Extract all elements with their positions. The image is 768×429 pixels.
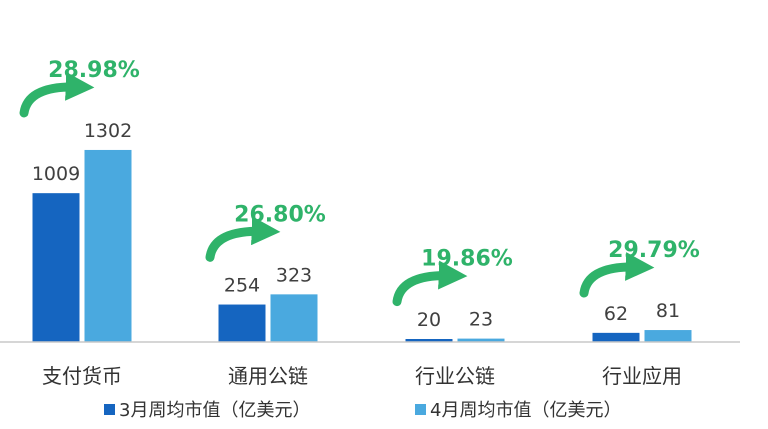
bar-march-2: [405, 339, 453, 342]
growth-percent-label: 19.86%: [421, 247, 513, 272]
bar-value-label: 81: [656, 300, 680, 322]
category-label: 行业公链: [415, 364, 495, 388]
bar-value-label: 1302: [84, 120, 132, 142]
growth-percent-label: 29.79%: [608, 238, 700, 263]
growth-percent-label: 28.98%: [48, 58, 140, 83]
bar-march-3: [592, 332, 640, 342]
growth-arrow-icon: [392, 260, 468, 307]
bar-value-label: 1009: [32, 163, 80, 185]
bar-value-label: 254: [224, 275, 260, 297]
growth-arrow-icon: [19, 72, 95, 118]
category-label: 行业应用: [602, 364, 682, 388]
bar-april-1: [270, 294, 318, 342]
bar-april-3: [644, 330, 692, 342]
category-label: 支付货币: [42, 364, 122, 388]
bar-march-0: [32, 193, 80, 342]
legend-label: 4月周均市值（亿美元）: [430, 400, 621, 421]
bar-value-label: 62: [604, 303, 628, 325]
growth-arrow-icon: [205, 216, 281, 262]
bar-value-label: 20: [417, 309, 441, 331]
bar-april-0: [84, 149, 132, 342]
bar-value-label: 23: [469, 309, 493, 331]
legend-label: 3月周均市值（亿美元）: [119, 400, 310, 421]
growth-percent-label: 26.80%: [234, 202, 326, 227]
bar-march-1: [218, 304, 266, 342]
legend-item-march: 3月周均市值（亿美元）: [104, 400, 310, 421]
bar-april-2: [457, 338, 505, 342]
legend-swatch: [415, 404, 426, 415]
category-label: 通用公链: [228, 364, 308, 388]
bar-value-label: 323: [276, 264, 312, 286]
legend-item-april: 4月周均市值（亿美元）: [415, 400, 621, 421]
growth-arrow-icon: [579, 252, 655, 298]
legend-swatch: [104, 404, 115, 415]
